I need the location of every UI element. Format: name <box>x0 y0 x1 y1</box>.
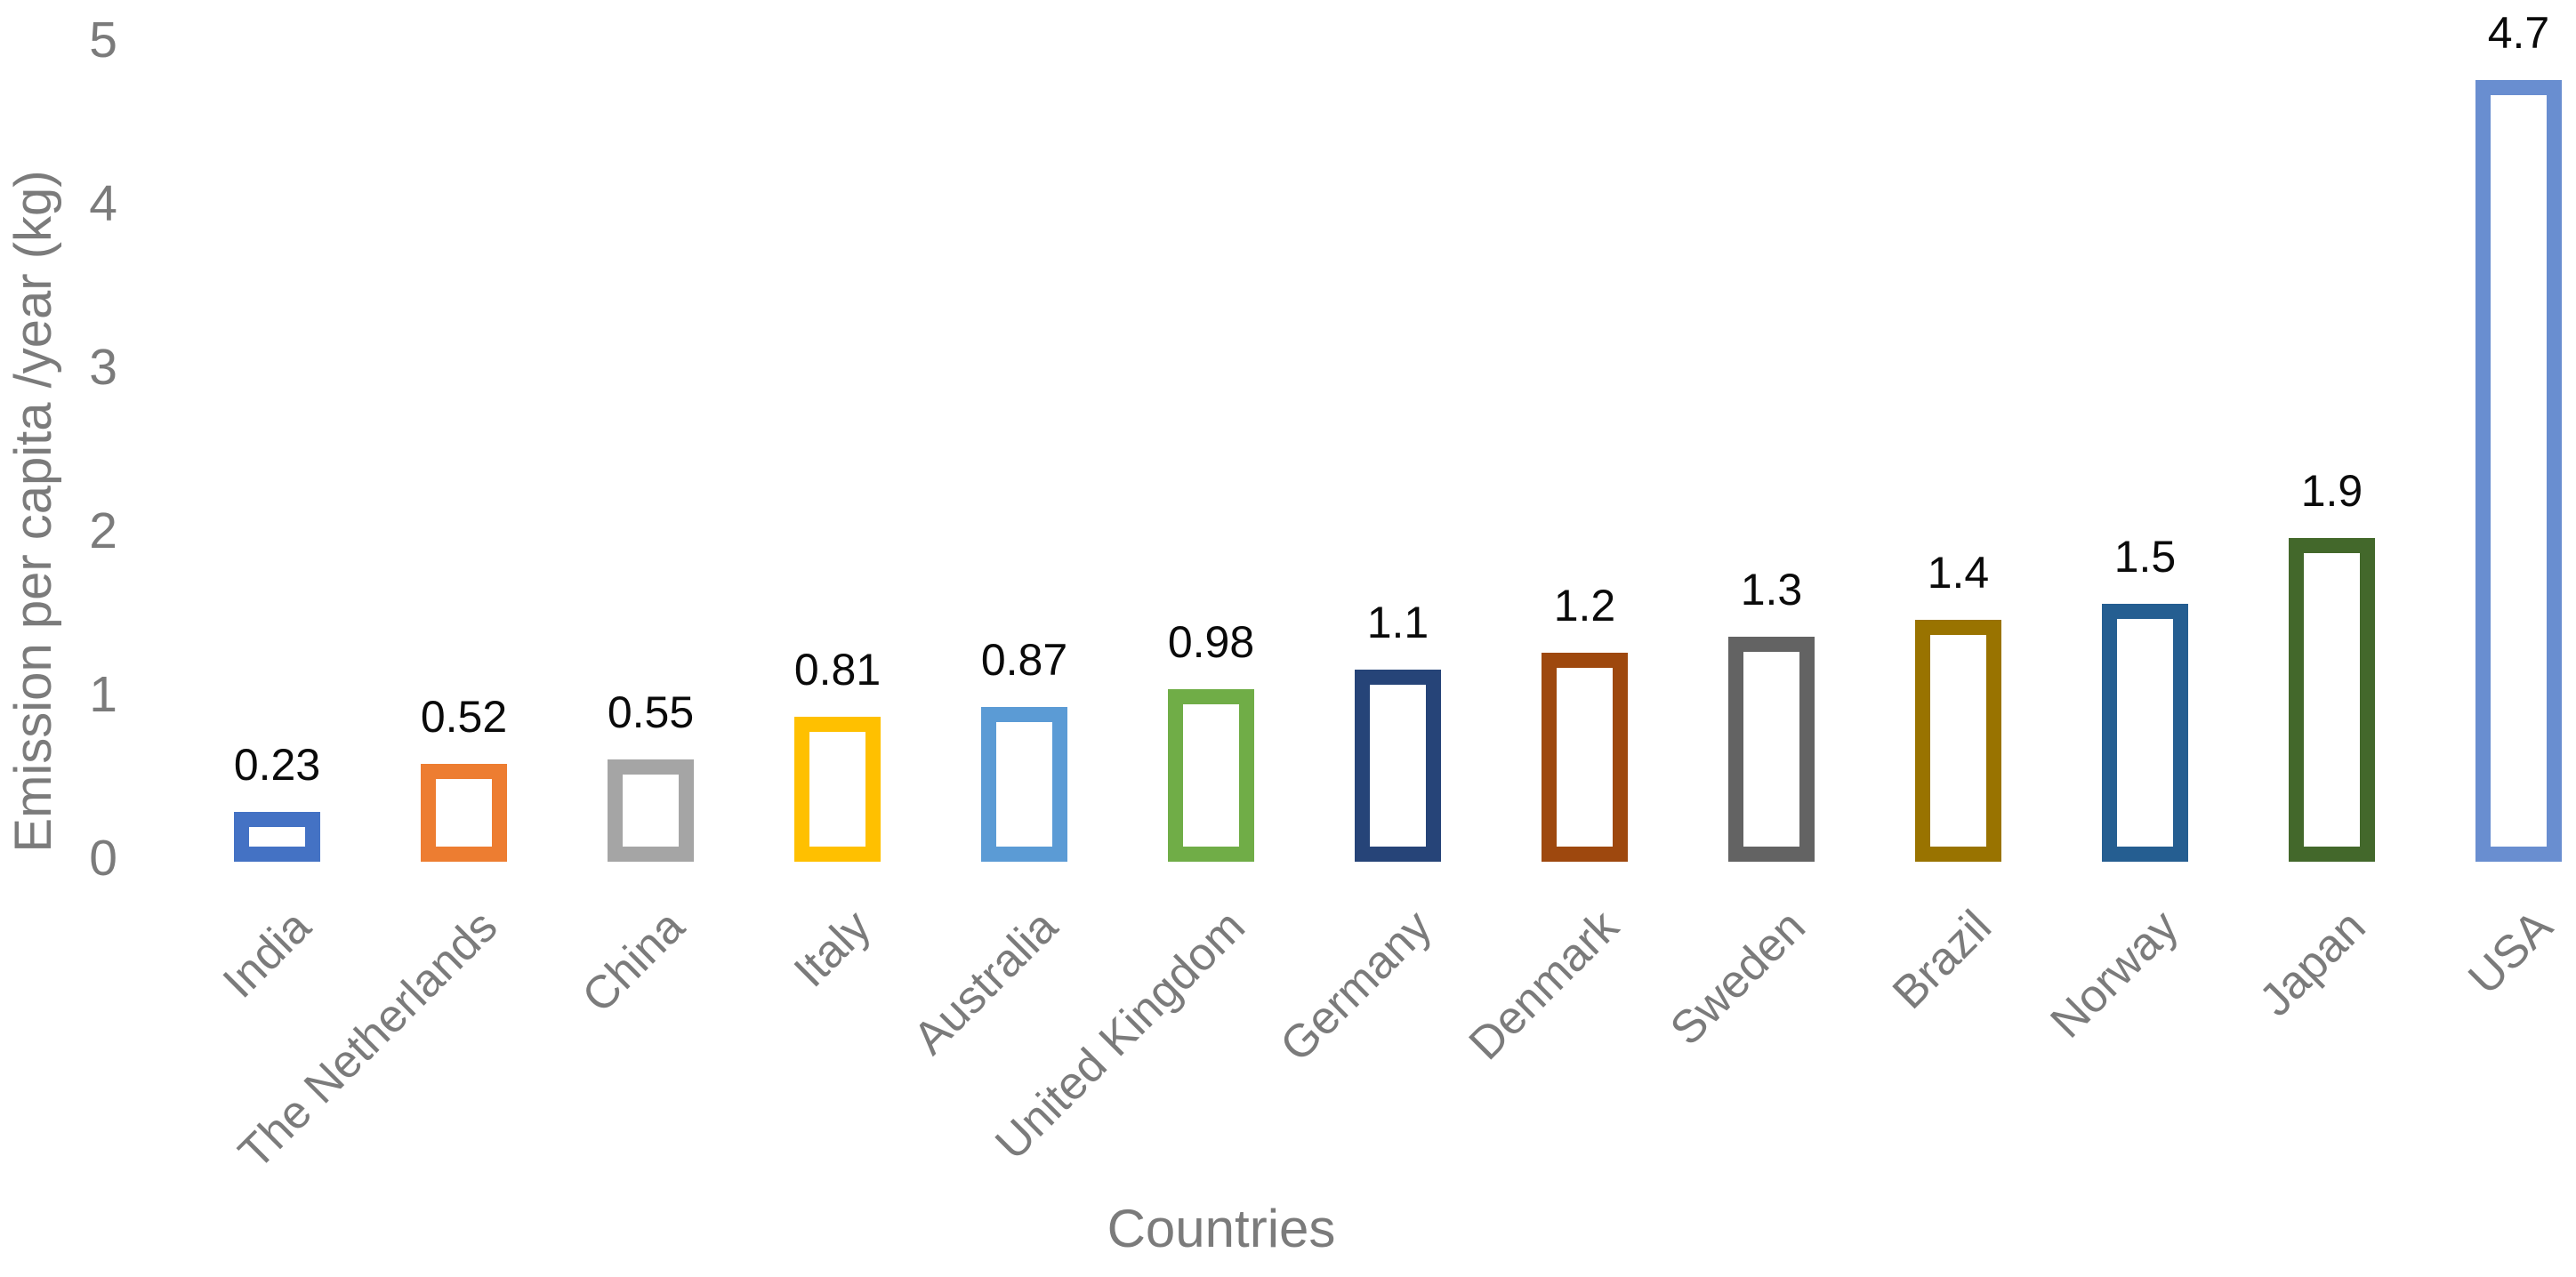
bar-the-netherlands <box>421 764 507 862</box>
bar-australia <box>981 707 1067 862</box>
y-tick-5: 5 <box>89 12 117 68</box>
category-label-japan: Japan <box>2250 900 2376 1027</box>
category-label-india: India <box>213 900 321 1008</box>
bar-india <box>234 812 320 862</box>
category-label-italy: Italy <box>784 900 881 998</box>
y-tick-1: 1 <box>89 666 117 723</box>
bar-germany <box>1355 670 1441 862</box>
category-label-china: China <box>572 900 695 1023</box>
y-tick-3: 3 <box>89 339 117 396</box>
value-label-india: 0.23 <box>233 740 321 790</box>
category-label-usa: USA <box>2458 900 2563 1005</box>
value-label-australia: 0.87 <box>980 635 1068 685</box>
y-tick-4: 4 <box>89 175 117 232</box>
y-tick-0: 0 <box>89 830 117 887</box>
value-label-united-kingdom: 0.98 <box>1167 617 1255 667</box>
bar-brazil <box>1915 620 2001 862</box>
value-label-germany: 1.1 <box>1366 598 1429 647</box>
category-label-germany: Germany <box>1270 900 1442 1072</box>
category-label-denmark: Denmark <box>1459 900 1629 1071</box>
value-label-italy: 0.81 <box>793 645 881 695</box>
value-label-denmark: 1.2 <box>1553 581 1616 630</box>
category-label-australia: Australia <box>904 900 1068 1064</box>
bar-usa <box>2475 80 2562 862</box>
value-label-china: 0.55 <box>607 687 695 737</box>
value-label-japan: 1.9 <box>2300 466 2363 516</box>
bar-italy <box>794 717 881 862</box>
x-axis-title: Countries <box>1107 1199 1336 1258</box>
category-label-brazil: Brazil <box>1883 900 2002 1019</box>
value-label-brazil: 1.4 <box>1927 548 1990 598</box>
bar-sweden <box>1728 637 1815 862</box>
value-label-norway: 1.5 <box>2113 532 2177 582</box>
value-label-sweden: 1.3 <box>1740 565 1803 614</box>
value-label-the-netherlands: 0.52 <box>420 692 508 742</box>
bar-norway <box>2102 604 2188 862</box>
category-label-sweden: Sweden <box>1660 900 1815 1056</box>
value-label-usa: 4.7 <box>2487 8 2550 58</box>
category-label-norway: Norway <box>2041 900 2189 1048</box>
bar-japan <box>2289 538 2375 862</box>
bar-china <box>608 759 694 862</box>
bar-united-kingdom <box>1168 689 1254 862</box>
y-tick-2: 2 <box>89 502 117 559</box>
bar-denmark <box>1542 653 1628 862</box>
